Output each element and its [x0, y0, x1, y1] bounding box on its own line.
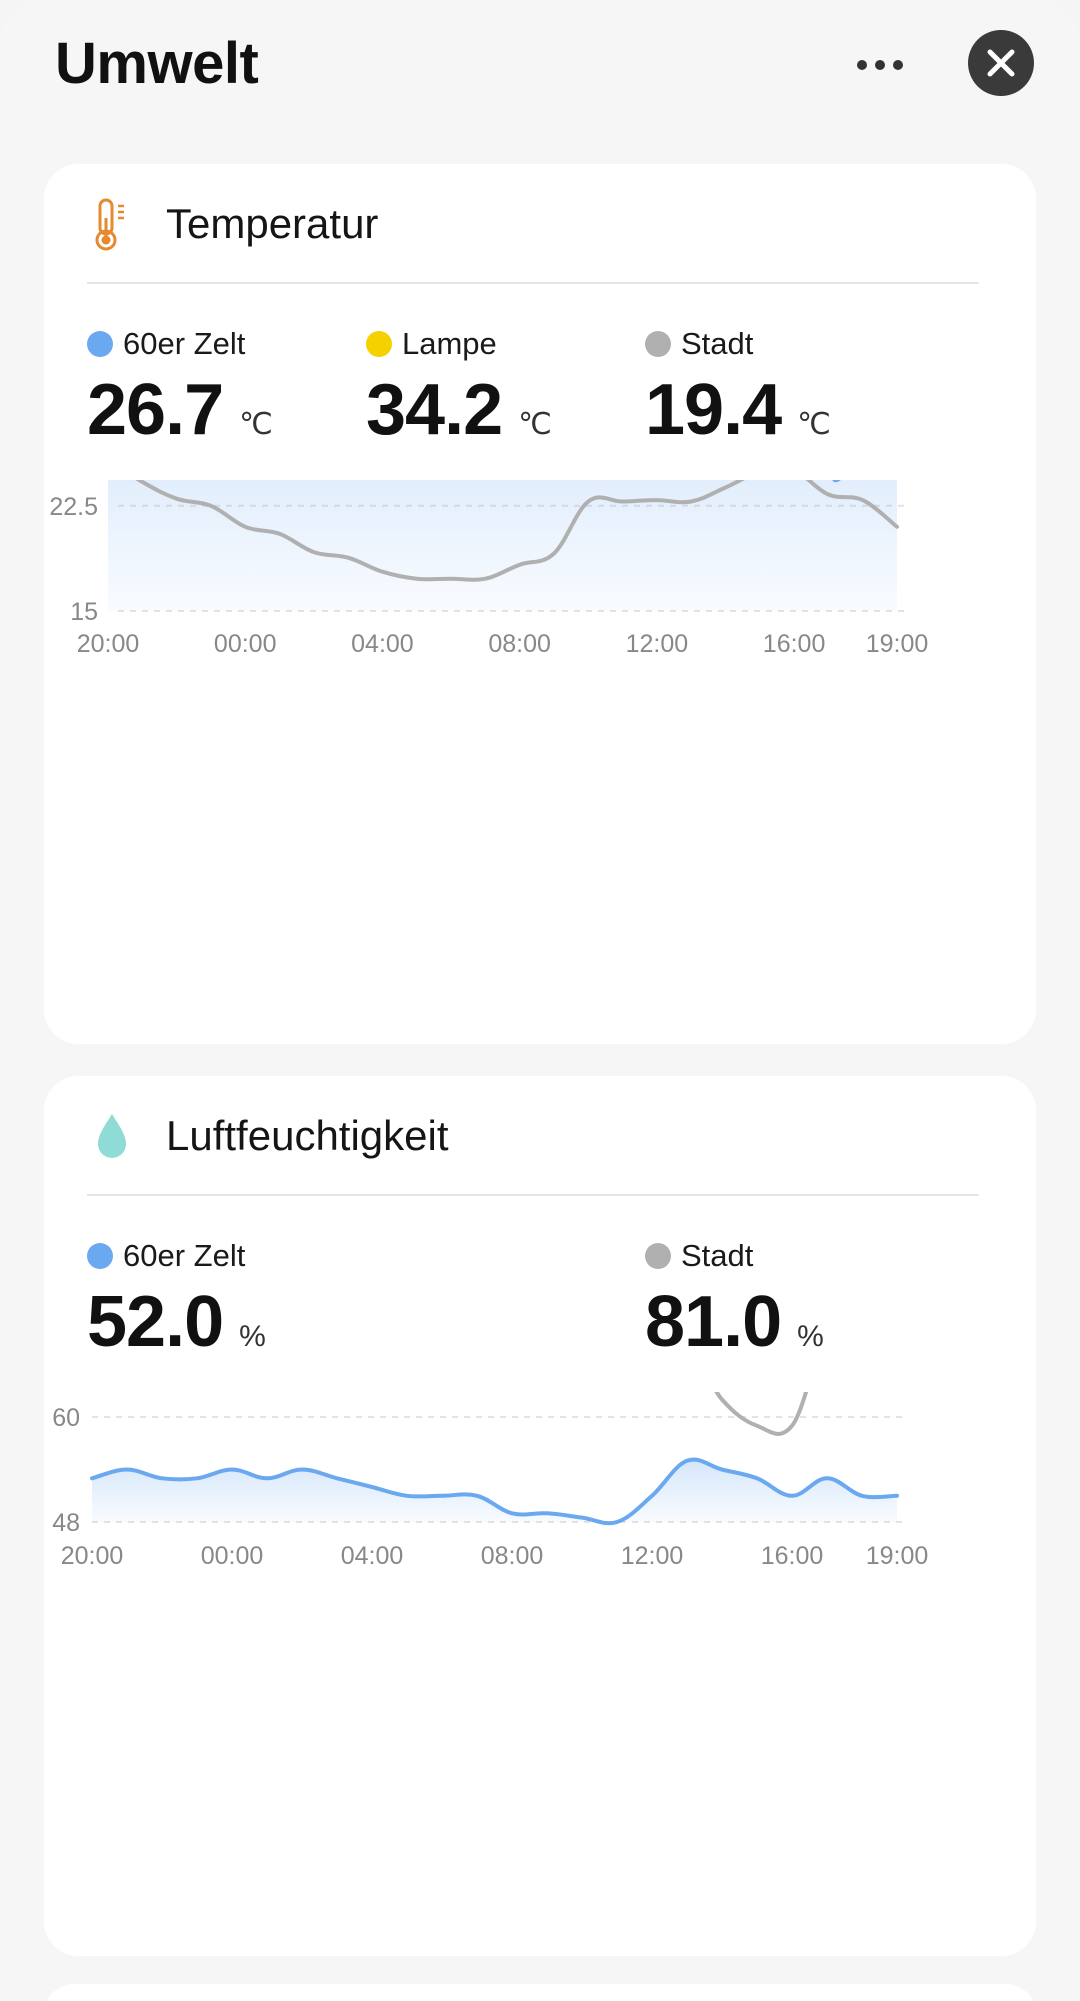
close-icon	[987, 49, 1015, 77]
x-tick-label: 04:00	[341, 1542, 404, 1570]
more-dot-icon	[857, 60, 867, 70]
humidity-title: Luftfeuchtigkeit	[166, 1112, 449, 1159]
reading-unit: ℃	[797, 408, 831, 441]
temperature-card[interactable]: Temperatur 60er Zelt 26.7 ℃ Lampe 34.2 ℃ S…	[44, 164, 1036, 1044]
thermometer-icon	[95, 198, 124, 251]
reading-unit: %	[239, 1320, 266, 1353]
legend-dot	[87, 331, 113, 357]
x-tick-label: 00:00	[214, 630, 277, 658]
x-tick-label: 19:00	[866, 630, 929, 658]
x-tick-label: 20:00	[61, 1542, 124, 1570]
temperature-chart-svg: 4537.53022.51520:0000:0004:0008:0012:001…	[49, 480, 929, 658]
reading-label: 60er Zelt	[123, 1238, 246, 1273]
y-tick-label: 60	[52, 1404, 80, 1432]
x-tick-label: 19:00	[866, 1542, 929, 1570]
reading-value: 34.2	[366, 370, 503, 450]
x-tick-label: 20:00	[77, 630, 140, 658]
more-dot-icon	[893, 60, 903, 70]
reading-stadt: Stadt 19.4 ℃	[645, 324, 831, 446]
humidity-card[interactable]: Luftfeuchtigkeit 60er Zelt 52.0% Stadt 8…	[44, 1076, 1036, 1956]
reading-unit: ℃	[239, 408, 273, 441]
legend-dot	[645, 1243, 671, 1269]
y-tick-label: 48	[52, 1509, 80, 1537]
more-dot-icon	[875, 60, 885, 70]
series-line	[90, 1457, 899, 1526]
y-tick-label: 22.5	[49, 493, 98, 521]
series-line	[714, 1392, 809, 1436]
series-line	[135, 480, 899, 582]
series-area	[108, 480, 897, 611]
more-options-button[interactable]	[850, 40, 910, 90]
reading-label: Stadt	[681, 1238, 754, 1273]
reading-value: 52.0	[87, 1282, 224, 1362]
reading-label: 60er Zelt	[123, 326, 246, 361]
temperature-card-header: Temperatur	[44, 164, 1036, 284]
divider	[87, 1194, 979, 1196]
legend-dot	[645, 331, 671, 357]
reading-60er-zelt: 60er Zelt 26.7 ℃	[87, 324, 273, 446]
x-tick-label: 12:00	[621, 1542, 684, 1570]
x-tick-label: 16:00	[763, 630, 826, 658]
reading-label: Lampe	[402, 326, 497, 361]
reading-60er-zelt: 60er Zelt 52.0%	[87, 1236, 266, 1358]
temperature-title: Temperatur	[166, 200, 379, 247]
x-tick-label: 08:00	[481, 1542, 544, 1570]
reading-unit: %	[797, 1320, 824, 1353]
divider	[87, 282, 979, 284]
close-button[interactable]	[968, 30, 1034, 96]
reading-label: Stadt	[681, 326, 754, 361]
x-tick-label: 12:00	[626, 630, 689, 658]
x-tick-label: 16:00	[761, 1542, 824, 1570]
x-tick-label: 00:00	[201, 1542, 264, 1570]
temperature-chart[interactable]: 4537.53022.51520:0000:0004:0008:0012:001…	[44, 480, 1036, 1000]
reading-stadt: Stadt 81.0%	[645, 1236, 824, 1358]
humidity-chart[interactable]: 968472604820:0000:0004:0008:0012:0016:00…	[44, 1392, 1036, 1912]
reading-value: 19.4	[645, 370, 782, 450]
legend-dot	[366, 331, 392, 357]
reading-lampe: Lampe 34.2 ℃	[366, 324, 552, 446]
legend-dot	[87, 1243, 113, 1269]
y-tick-label: 15	[70, 598, 98, 626]
series-area	[92, 1459, 897, 1524]
humidity-card-header: Luftfeuchtigkeit	[44, 1076, 1036, 1196]
reading-value: 26.7	[87, 370, 224, 450]
reading-value: 81.0	[645, 1282, 782, 1362]
top-bar: Umwelt	[0, 0, 1080, 130]
humidity-chart-svg: 968472604820:0000:0004:0008:0012:0016:00…	[52, 1392, 929, 1570]
x-tick-label: 08:00	[488, 630, 551, 658]
x-tick-label: 04:00	[351, 630, 414, 658]
water-drop-icon	[98, 1114, 126, 1158]
next-card[interactable]	[44, 1984, 1036, 2001]
page-title: Umwelt	[55, 31, 259, 96]
reading-unit: ℃	[518, 408, 552, 441]
